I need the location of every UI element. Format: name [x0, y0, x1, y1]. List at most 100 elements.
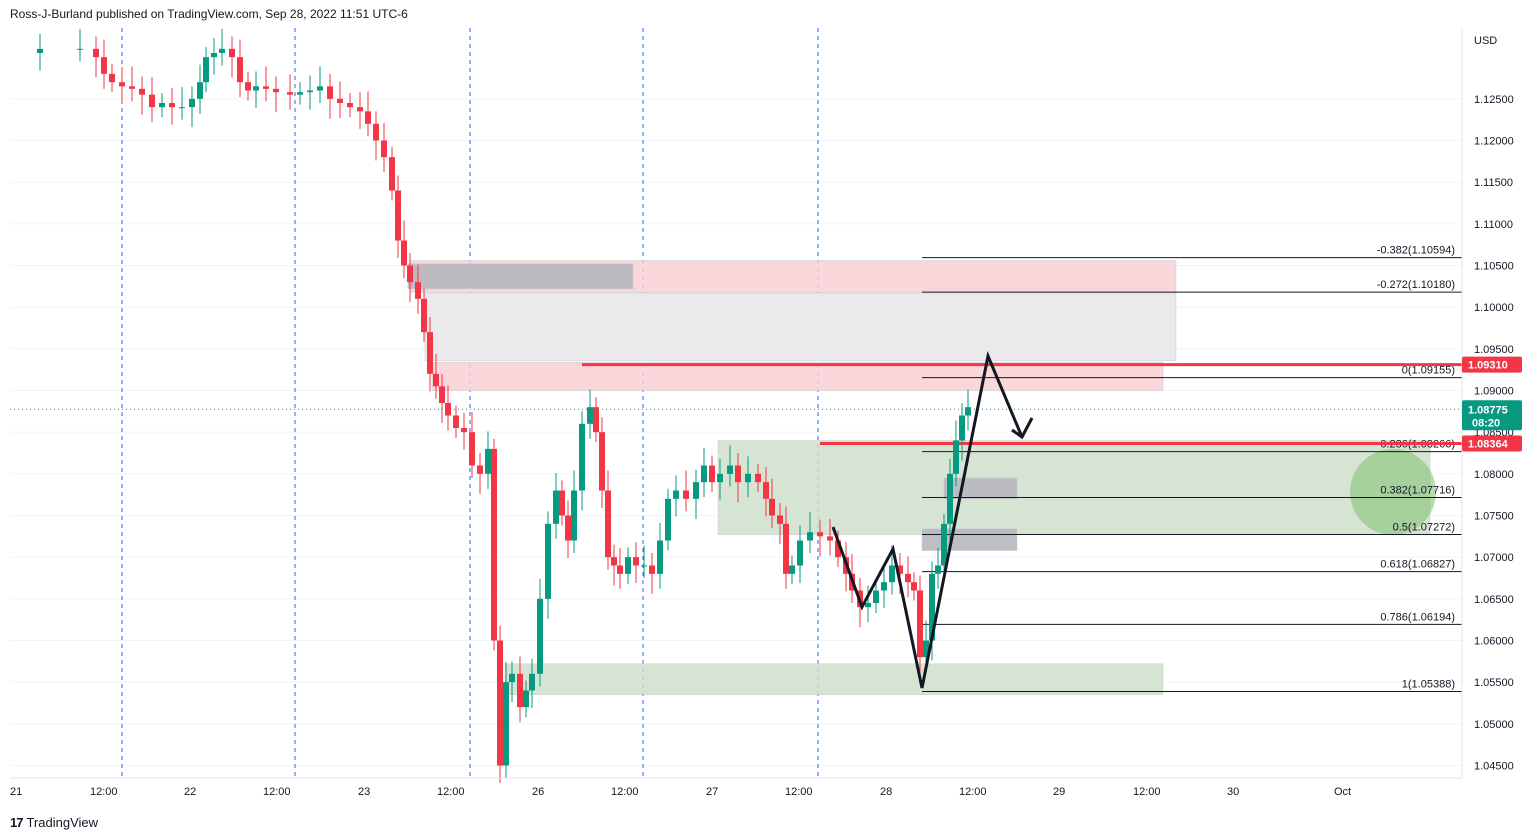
fib-level-label: 0.382(1.07716): [1380, 485, 1455, 497]
candle-body: [445, 403, 451, 416]
y-tick-label: 1.06000: [1474, 636, 1514, 648]
candle-body: [497, 640, 503, 766]
candle-body: [911, 582, 917, 591]
candle-countdown: 08:20: [1472, 417, 1500, 429]
fib-level-label: 0.618(1.06827): [1380, 559, 1455, 571]
candle-body: [807, 532, 813, 541]
session-separators: [121, 28, 819, 778]
x-tick-label: 27: [706, 786, 718, 798]
candle-body: [835, 540, 841, 558]
gray-box-top: [407, 263, 634, 290]
candle-body: [553, 490, 559, 524]
x-tick-label: 26: [532, 786, 544, 798]
gray-box-mid: [943, 477, 1018, 500]
candle-body: [491, 448, 497, 641]
fibonacci-retracement[interactable]: -0.382(1.10594) -0.272(1.10180) 0(1.09155)…: [582, 245, 1462, 692]
price-tag-box: [1462, 435, 1522, 452]
x-tick-label: 12:00: [437, 786, 465, 798]
y-tick-label: 1.09500: [1474, 344, 1514, 356]
candle-body: [727, 465, 733, 474]
tradingview-footer[interactable]: 17 TradingView: [10, 815, 98, 830]
candle-body: [219, 48, 225, 53]
x-tick-label: 12:00: [1133, 786, 1161, 798]
current-price-value: 1.08775: [1468, 404, 1508, 416]
candle-body: [935, 565, 941, 574]
x-tick-label: 12:00: [263, 786, 291, 798]
candle-body: [735, 465, 741, 483]
candle-body: [401, 240, 407, 266]
target-circle: [1350, 449, 1436, 535]
candle-body: [509, 673, 515, 683]
candle-body: [755, 473, 761, 483]
candle-body: [579, 423, 585, 491]
candle-body: [571, 490, 577, 541]
candle-body: [717, 473, 723, 483]
candle-body: [783, 523, 789, 574]
candle-body: [477, 465, 483, 474]
fib-level-label: -0.272(1.10180): [1377, 279, 1455, 291]
tradingview-logo-icon: 17: [10, 815, 24, 830]
demand-zone-low: [504, 663, 1164, 695]
candle-body: [245, 82, 251, 91]
candle-body: [633, 557, 639, 566]
candle-body: [625, 557, 631, 574]
x-tick-label: 21: [10, 786, 22, 798]
candle-body: [923, 640, 929, 658]
candle-body: [897, 565, 903, 574]
candle-body: [77, 48, 83, 50]
y-tick-label: 1.07000: [1474, 552, 1514, 564]
candle-body: [415, 282, 421, 299]
y-tick-label: 1.05500: [1474, 677, 1514, 689]
candle-body: [959, 415, 965, 441]
candle-body: [395, 190, 401, 241]
y-tick-label: 1.11000: [1474, 219, 1513, 231]
candle-body: [461, 428, 467, 433]
fib-level-label: 1(1.05388): [1402, 679, 1455, 691]
candle-body: [453, 415, 459, 428]
fib-level-label: 0.5(1.07272): [1393, 522, 1455, 534]
candle-body: [817, 532, 823, 537]
candle-body: [389, 157, 395, 191]
candle-body: [197, 82, 203, 99]
projection-drawing[interactable]: [831, 350, 1034, 689]
candle-body: [169, 103, 175, 108]
candle-body: [599, 432, 605, 491]
candle-body: [37, 48, 43, 53]
fib-level-label: -0.382(1.10594): [1377, 245, 1455, 257]
publisher-header: Ross-J-Burland published on TradingView.…: [10, 7, 408, 21]
candle-body: [427, 332, 433, 374]
candle-body: [517, 673, 523, 708]
candle-body: [777, 515, 783, 524]
candle-body: [529, 673, 535, 691]
candle-body: [565, 515, 571, 541]
candlesticks: [37, 28, 971, 783]
projection-path: [831, 350, 1024, 689]
candle-body: [287, 92, 293, 95]
candle-body: [433, 373, 439, 387]
candle-body: [101, 57, 107, 74]
candle-body: [373, 123, 379, 141]
candle-body: [469, 432, 475, 466]
candle-body: [709, 465, 715, 483]
candle-body: [307, 90, 313, 93]
candle-body: [545, 523, 551, 599]
x-tick-label: 23: [358, 786, 370, 798]
candle-body: [381, 140, 387, 158]
candle-body: [119, 82, 125, 87]
y-tick-label: 1.11500: [1474, 177, 1513, 189]
arrowhead-icon: [1011, 417, 1034, 440]
candle-body: [327, 86, 333, 99]
supply-demand-zones: [407, 260, 1436, 695]
candle-body: [745, 473, 751, 483]
candle-body: [211, 53, 217, 58]
candle-body: [149, 94, 155, 108]
y-tick-label: 1.09000: [1474, 386, 1514, 398]
candle-body: [439, 386, 445, 403]
candle-body: [657, 540, 663, 574]
x-tick-label: 28: [880, 786, 892, 798]
candle-body: [537, 598, 543, 674]
candle-body: [763, 482, 769, 499]
candle-body: [769, 498, 775, 516]
candle-body: [179, 107, 185, 109]
